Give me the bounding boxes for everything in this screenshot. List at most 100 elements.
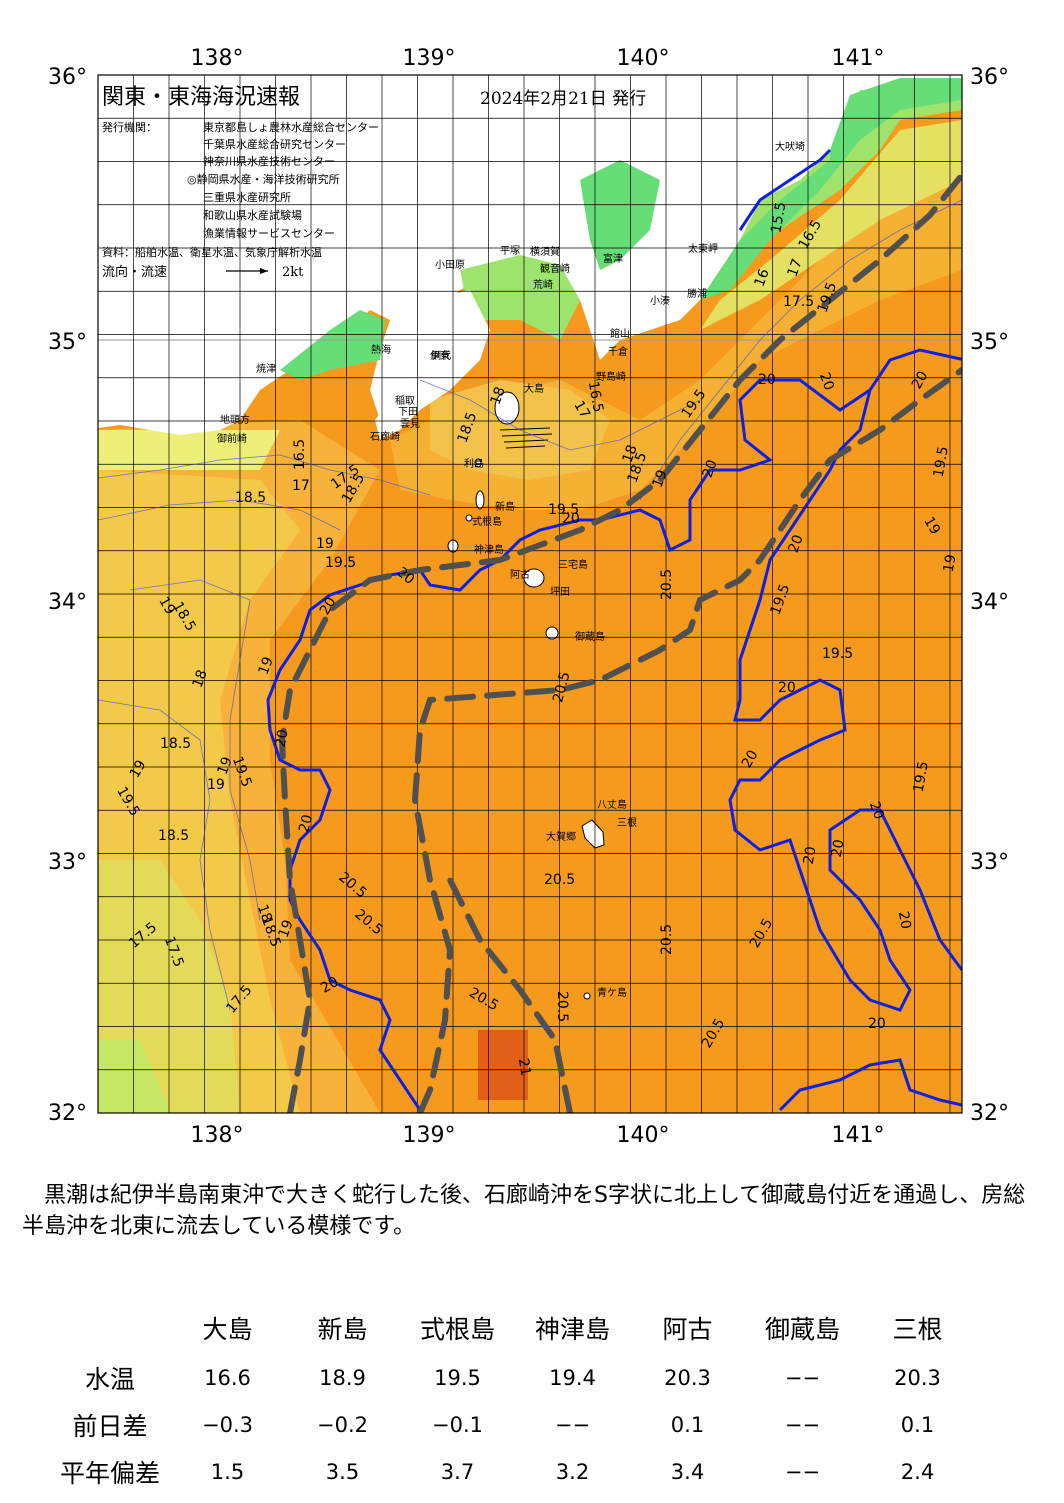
column-header: 阿古 [662, 1315, 713, 1344]
isotherm-label: 20 [273, 728, 292, 748]
place-label: 神津島 [474, 543, 504, 556]
place-label: 網代 [431, 349, 451, 362]
isotherm-label: 17 [785, 257, 806, 279]
place-label: 雲見 [400, 418, 420, 430]
issuer-4: 三重県水産研究所 [203, 190, 291, 204]
place-label: 下田 [398, 407, 418, 418]
isotherm-label: 20 [786, 533, 807, 555]
row-header: 平年偏差 [59, 1458, 160, 1488]
place-label: 御前崎 [217, 432, 247, 445]
isotherm-label: 20.5 [554, 991, 570, 1022]
place-label: 三宅島 [558, 558, 588, 571]
isotherm-label: 18.5 [160, 736, 191, 752]
izu-peninsula [375, 290, 490, 440]
lon-label-bottom-140: 140° [617, 1123, 670, 1148]
isotherm-label: 20 [866, 799, 887, 821]
isotherm-label: 19.5 [931, 445, 952, 478]
lat-label-right-33: 33° [970, 850, 1009, 875]
isotherm-15-boso [738, 148, 832, 231]
place-label: 熱海 [371, 343, 391, 356]
toshima-island [474, 458, 482, 468]
place-label: 阿古 [510, 568, 530, 581]
isotherm-label: 20 [739, 747, 762, 770]
isotherm-label: 19 [650, 468, 671, 490]
zone-21 [478, 1030, 528, 1100]
lat-label-right-35: 35° [970, 330, 1009, 355]
isotherm-label: 16.5 [585, 380, 606, 413]
zone-16 [98, 1040, 170, 1113]
hatched-area [499, 427, 553, 449]
place-label: 焼津 [256, 363, 276, 375]
place-label: 大賀郷 [546, 830, 576, 843]
isotherm-label: 20.5 [550, 670, 574, 704]
isotherm-label: 20 [909, 368, 932, 391]
place-label: 大吠埼 [775, 140, 805, 153]
place-label: 新島 [495, 500, 515, 513]
table-cell: 3.7 [440, 1459, 475, 1484]
suruga-green [280, 310, 385, 380]
isotherm-label: 20 [317, 594, 340, 617]
table-cell: −0.1 [432, 1412, 483, 1437]
place-label: 小田原 [435, 259, 465, 271]
table-cell: −− [784, 1412, 821, 1437]
isotherm-label: 20 [895, 910, 914, 930]
lon-label-bottom-138: 138° [191, 1123, 244, 1148]
isotherm-label: 18 [190, 668, 211, 690]
isotherm-label: 19.5 [822, 646, 853, 662]
place-label: 千倉 [608, 345, 628, 358]
table-cell: 20.3 [664, 1365, 711, 1390]
zone-16b [98, 430, 280, 470]
kuroshio-axis [278, 172, 962, 1113]
table-cell: 18.9 [319, 1365, 366, 1390]
place-label: 三根 [617, 816, 637, 829]
isotherm-label: 19 [215, 755, 236, 777]
table-cell: 0.1 [900, 1412, 935, 1437]
place-label: 稲取 [395, 395, 415, 407]
place-names: 大吠埼 太東岬 勝浦 小湊 館山 千倉 野島崎 富津 横須賀 観音崎 荒崎 平塚… [217, 140, 805, 999]
issuer-2: 神奈川県水産技術センター [203, 154, 335, 168]
isotherm-20-east [728, 389, 962, 1012]
isotherm-label: 20 [562, 511, 580, 527]
isotherm-label: 20 [296, 813, 316, 834]
isotherm-label: 19 [316, 536, 334, 552]
isotherm-label: 19.5 [325, 555, 356, 571]
table-row: 平年偏差 1.5 3.5 3.7 3.2 3.4 −− 2.4 [50, 1448, 975, 1495]
niijima-island [475, 490, 485, 510]
isotherm-label: 20 [778, 680, 796, 696]
isotherm-label: 20.5 [659, 924, 675, 955]
column-header: 三根 [892, 1315, 943, 1344]
lat-label-left-35: 35° [48, 330, 87, 355]
isotherm-label: 20.5 [544, 872, 575, 888]
isotherm-label: 18.5 [235, 490, 266, 506]
table-cell: 2.4 [900, 1459, 935, 1484]
column-header: 神津島 [534, 1315, 610, 1344]
lon-label-bottom-141: 141° [832, 1123, 885, 1148]
map-frame [97, 74, 963, 1114]
lat-label-left-33: 33° [48, 850, 87, 875]
table-cell: −0.2 [317, 1412, 368, 1437]
hachijojima-island [581, 819, 605, 849]
column-header: 新島 [317, 1315, 368, 1344]
place-label: 勝浦 [687, 287, 707, 300]
lon-label-bottom-139: 139° [403, 1123, 456, 1148]
isotherm-label: 16 [752, 267, 773, 289]
place-label: 大島 [524, 382, 544, 395]
isotherm-label: 19 [256, 655, 277, 677]
isotherm-label: 18 [488, 385, 509, 407]
lat-label-right-34: 34° [970, 590, 1009, 615]
situation-summary: 黒潮は紀伊半島南東沖で大きく蛇行した後、石廊崎沖をS字状に北上して御蔵島付近を通… [22, 1183, 1026, 1239]
column-header: 御蔵島 [764, 1315, 840, 1344]
table-cell: 1.5 [210, 1459, 245, 1484]
place-label: 観音崎 [540, 262, 570, 275]
flow-arrow-icon [260, 268, 268, 274]
isotherm-label: 18 [254, 902, 275, 924]
isotherm-label: 17 [570, 398, 593, 421]
issuer-1: 千葉県水産総合研究センター [203, 137, 346, 151]
zone-16-boso [700, 120, 962, 330]
isotherm-label: 19.5 [548, 502, 579, 518]
lon-label-top-138: 138° [191, 46, 244, 71]
lat-label-right-32: 32° [970, 1101, 1009, 1126]
isotherm-label: 18 [620, 443, 641, 465]
isotherm-label: 20 [700, 458, 721, 480]
table-cell: −− [554, 1412, 591, 1437]
